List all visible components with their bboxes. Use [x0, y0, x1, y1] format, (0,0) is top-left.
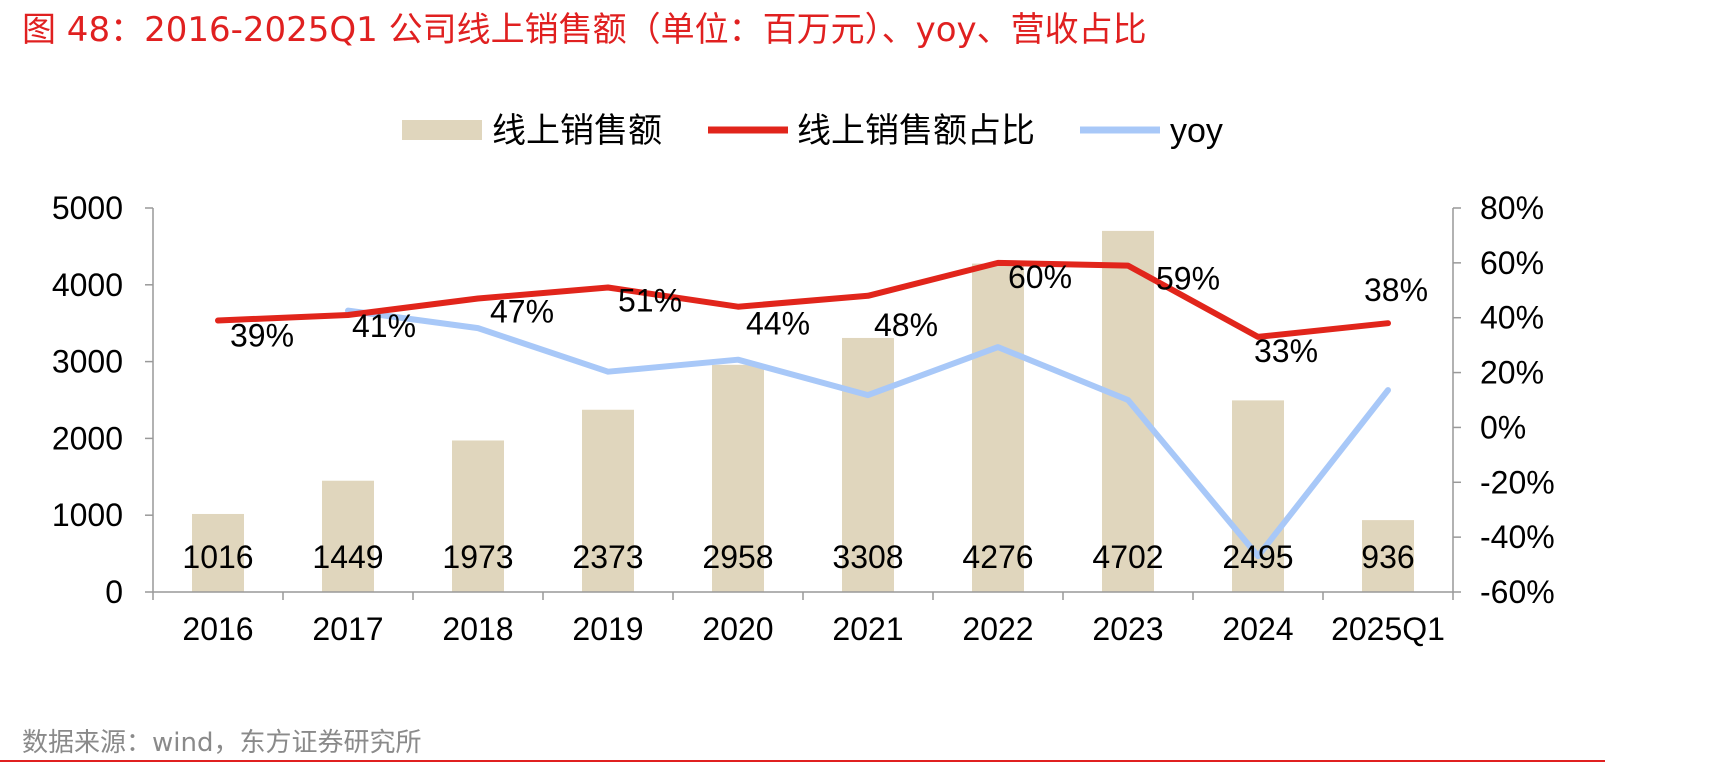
legend-swatch-bar [402, 120, 482, 140]
bar-value-label: 2373 [572, 539, 643, 575]
yoy-line [345, 307, 1391, 560]
share-value-label: 38% [1364, 272, 1428, 308]
x-tick-label: 2022 [962, 611, 1033, 647]
share-value-label: 60% [1008, 259, 1072, 295]
legend-label-yoy: yoy [1170, 112, 1223, 150]
bar-value-label: 1973 [442, 539, 513, 575]
x-tick-label: 2024 [1222, 611, 1293, 647]
legend-label-bar: 线上销售额 [492, 112, 662, 150]
legend: 线上销售额 线上销售额占比 yoy [402, 112, 1223, 150]
share-value-label: 44% [746, 306, 810, 342]
bar-value-label: 936 [1361, 539, 1414, 575]
x-tick-label: 2019 [572, 611, 643, 647]
y-left-tick-label: 5000 [52, 190, 123, 226]
share-value-label: 33% [1254, 333, 1318, 369]
lines [215, 259, 1391, 560]
chart: 线上销售额 线上销售额占比 yoy 2016 2017 2018 2019 2020 2021… [52, 112, 1555, 647]
x-tick-label: 2020 [702, 611, 773, 647]
y-left-tick-label: 4000 [52, 267, 123, 303]
bottom-rule [0, 760, 1605, 762]
x-tick-label: 2021 [832, 611, 903, 647]
bar-2021 [842, 337, 894, 592]
y-right-tick-label: 80% [1480, 190, 1544, 226]
bar-2024 [1232, 400, 1284, 592]
bar-value-label: 2495 [1222, 539, 1293, 575]
axes: 2016 2017 2018 2019 2020 2021 2022 2023 2024 2025… [52, 190, 1555, 647]
share-value-label: 51% [618, 283, 682, 319]
x-tick-label: 2016 [182, 611, 253, 647]
share-value-label: 48% [874, 307, 938, 343]
bars [192, 230, 1414, 592]
bar-value-label: 4276 [962, 539, 1033, 575]
share-value-label: 59% [1156, 261, 1220, 297]
y-right-tick-label: 60% [1480, 245, 1544, 281]
x-tick-label: 2023 [1092, 611, 1163, 647]
y-left-tick-label: 2000 [52, 420, 123, 456]
y-right-tick-label: 40% [1480, 300, 1544, 336]
y-right-tick-label: -20% [1480, 464, 1555, 500]
y-right-tick-label: 20% [1480, 355, 1544, 391]
y-right-tick-label: 0% [1480, 409, 1526, 445]
x-tick-label: 2017 [312, 611, 383, 647]
share-value-label: 39% [230, 317, 294, 353]
figure-title: 图 48：2016-2025Q1 公司线上销售额（单位：百万元）、yoy、营收占… [22, 10, 1147, 50]
bar-value-label: 1449 [312, 539, 383, 575]
y-right-tick-label: -60% [1480, 574, 1555, 610]
bar-2017 [322, 480, 374, 592]
bar-2016 [192, 513, 244, 592]
share-line [215, 259, 1391, 340]
y-left-tick-label: 1000 [52, 497, 123, 533]
bar-2018 [452, 440, 504, 592]
y-left-tick-label: 3000 [52, 344, 123, 380]
source-note: 数据来源：wind，东方证券研究所 [22, 728, 422, 758]
bar-2019 [582, 409, 634, 592]
legend-label-share: 线上销售额占比 [797, 112, 1035, 150]
bar-2023 [1102, 230, 1154, 592]
bar-2022 [972, 263, 1024, 592]
bar-value-label: 4702 [1092, 539, 1163, 575]
bar-value-label: 3308 [832, 539, 903, 575]
share-value-label: 47% [490, 294, 554, 330]
bar-value-label: 2958 [702, 539, 773, 575]
bar-2025Q1 [1362, 520, 1414, 592]
x-tick-label: 2025Q1 [1331, 611, 1445, 647]
bar-value-label: 1016 [182, 539, 253, 575]
data-labels: 1016 1449 1973 2373 2958 3308 4276 4702 2495 936 3… [182, 259, 1428, 575]
bar-2020 [712, 364, 764, 592]
share-value-label: 41% [352, 308, 416, 344]
x-tick-label: 2018 [442, 611, 513, 647]
y-left-tick-label: 0 [105, 574, 123, 610]
y-right-tick-label: -40% [1480, 519, 1555, 555]
